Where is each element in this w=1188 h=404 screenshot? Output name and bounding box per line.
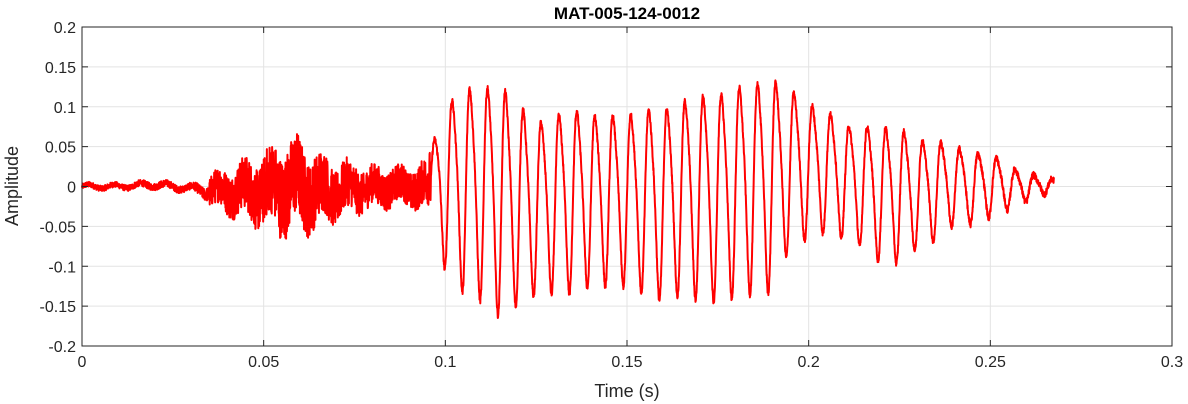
x-axis-ticks: 0 0.05 0.1 0.15 0.2 0.25 0.3 <box>78 27 1183 371</box>
x-axis-label: Time (s) <box>594 381 659 401</box>
y-axis-ticks: 0.2 0.15 0.1 0.05 0 -0.05 -0.1 -0.15 -0.2 <box>40 20 1172 356</box>
y-tick-label: 0.05 <box>45 140 76 157</box>
y-tick-label: -0.15 <box>40 299 77 316</box>
x-tick-label: 0.05 <box>248 354 279 371</box>
x-tick-label: 0.1 <box>434 354 456 371</box>
x-tick-label: 0.2 <box>798 354 820 371</box>
x-tick-label: 0.25 <box>975 354 1006 371</box>
chart-title: MAT-005-124-0012 <box>554 4 700 23</box>
x-tick-label: 0.15 <box>611 354 642 371</box>
x-tick-label: 0.3 <box>1161 354 1183 371</box>
signal-layer <box>81 79 1055 319</box>
y-tick-label: -0.2 <box>48 339 76 356</box>
y-tick-label: 0 <box>67 180 76 197</box>
signal-line <box>81 79 1055 319</box>
x-tick-label: 0 <box>78 354 87 371</box>
y-tick-label: 0.15 <box>45 60 76 77</box>
y-tick-label: 0.1 <box>54 100 76 117</box>
y-tick-label: -0.05 <box>40 219 77 236</box>
y-tick-label: 0.2 <box>54 20 76 37</box>
y-tick-label: -0.1 <box>48 259 76 276</box>
y-axis-label: Amplitude <box>2 146 22 226</box>
